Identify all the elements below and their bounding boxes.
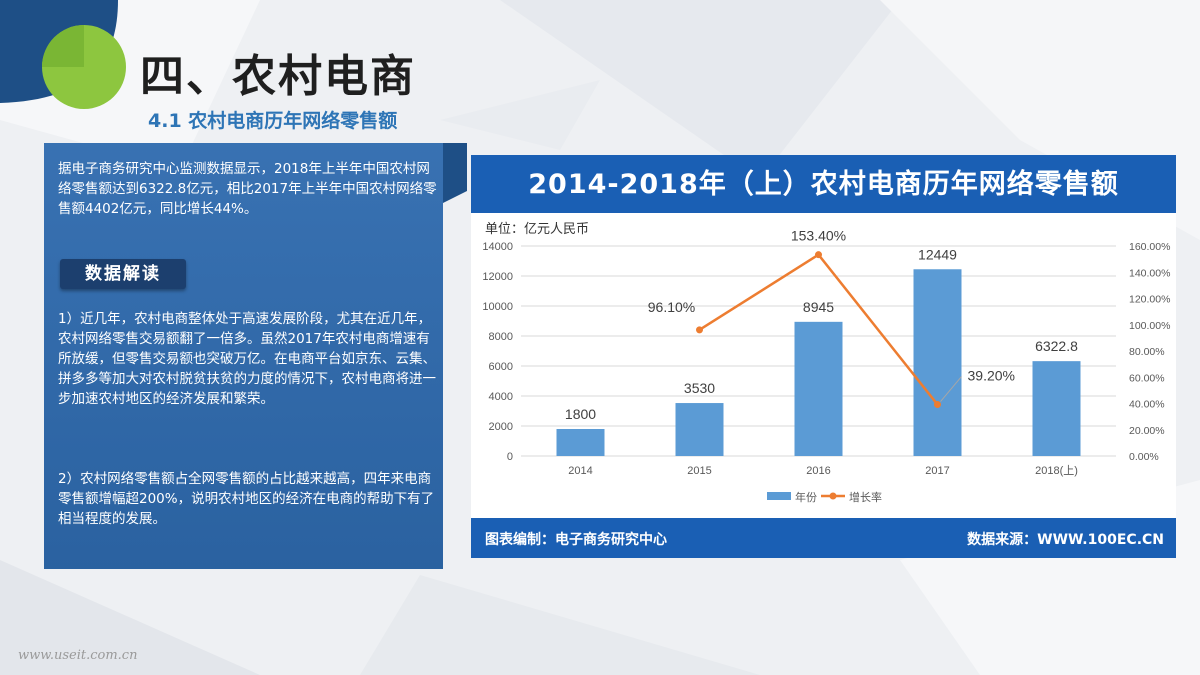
legend-line-marker xyxy=(829,492,837,500)
chart-unit-label: 单位：亿元人民币 xyxy=(485,222,590,237)
y-tick-label: 0 xyxy=(507,451,513,463)
y2-tick-label: 120.00% xyxy=(1129,294,1170,306)
panel-shade xyxy=(44,143,443,569)
y-tick-label: 14000 xyxy=(482,241,513,253)
legend-bar-swatch xyxy=(767,492,791,500)
panel-point-1: 1）近几年，农村电商整体处于高速发展阶段，尤其在近几年，农村网络零售交易额翻了一… xyxy=(58,311,436,407)
y2-tick-label: 60.00% xyxy=(1129,372,1165,384)
growth-data-label: 39.20% xyxy=(968,368,1015,384)
growth-point xyxy=(696,326,703,334)
growth-data-label: 96.10% xyxy=(648,299,695,315)
panel-intro: 据电子商务研究中心监测数据显示，2018年上半年中国农村网络零售额达到6322.… xyxy=(58,161,437,217)
y2-tick-label: 140.00% xyxy=(1129,267,1170,279)
bar-data-label: 12449 xyxy=(918,246,957,262)
y2-tick-label: 160.00% xyxy=(1129,241,1170,253)
x-tick-label: 2014 xyxy=(568,465,592,477)
label-leader-line xyxy=(940,376,962,402)
x-tick-label: 2016 xyxy=(806,465,830,477)
x-tick-label: 2015 xyxy=(687,465,711,477)
y-tick-label: 8000 xyxy=(489,331,513,343)
y-tick-label: 2000 xyxy=(489,421,513,433)
footer-source: 数据来源：WWW.100EC.CN xyxy=(967,532,1164,548)
bar-data-label: 3530 xyxy=(684,380,715,396)
panel-point-2: 2）农村网络零售额占全网零售额的占比越来越高，四年来电商零售额增幅超200%，说… xyxy=(58,471,435,527)
y2-tick-label: 20.00% xyxy=(1129,425,1165,437)
bar xyxy=(913,269,962,456)
bar-data-label: 6322.8 xyxy=(1035,338,1078,354)
y2-tick-label: 40.00% xyxy=(1129,399,1165,411)
y-tick-label: 4000 xyxy=(489,391,513,403)
chart-card: 2014-2018年（上）农村电商历年网络零售额 单位：亿元人民币 0 2000 4… xyxy=(471,155,1176,558)
bar xyxy=(1032,361,1081,456)
bar xyxy=(675,403,724,456)
y-tick-label: 12000 xyxy=(482,271,513,283)
x-tick-label: 2017 xyxy=(925,465,949,477)
legend-line-label: 增长率 xyxy=(849,490,882,504)
y2-tick-label: 100.00% xyxy=(1129,320,1170,332)
bar xyxy=(556,429,605,456)
bar-data-label: 8945 xyxy=(803,299,834,315)
y2-tick-label: 80.00% xyxy=(1129,346,1165,358)
page-title: 四、农村电商 xyxy=(140,51,416,102)
growth-point xyxy=(934,401,941,409)
info-panel: 据电子商务研究中心监测数据显示，2018年上半年中国农村网络零售额达到6322.… xyxy=(44,143,467,569)
y-tick-label: 10000 xyxy=(482,301,513,313)
y2-tick-label: 0.00% xyxy=(1129,451,1159,463)
x-tick-label: 2018(上) xyxy=(1035,464,1078,477)
page-subtitle: 4.1 农村电商历年网络零售额 xyxy=(148,110,398,132)
chart-title: 2014-2018年（上）农村电商历年网络零售额 xyxy=(471,155,1176,213)
growth-point xyxy=(815,251,822,259)
bar xyxy=(794,321,843,456)
combo-chart: 0 2000 4000 6000 8000 10000 12000 14000 0.00% 20.… xyxy=(482,228,1170,504)
chart-footer: 图表编制：电子商务研究中心 数据来源：WWW.100EC.CN xyxy=(471,518,1176,558)
data-interpretation-badge: 数据解读 xyxy=(60,259,186,289)
watermark: www.useit.com.cn xyxy=(18,648,138,663)
footer-compiler: 图表编制：电子商务研究中心 xyxy=(485,532,667,548)
bar-data-label: 1800 xyxy=(565,406,596,422)
panel-tab xyxy=(443,143,467,203)
legend-bar-label: 年份 xyxy=(795,490,817,504)
growth-data-label: 153.40% xyxy=(791,228,846,244)
y-tick-label: 6000 xyxy=(489,361,513,373)
